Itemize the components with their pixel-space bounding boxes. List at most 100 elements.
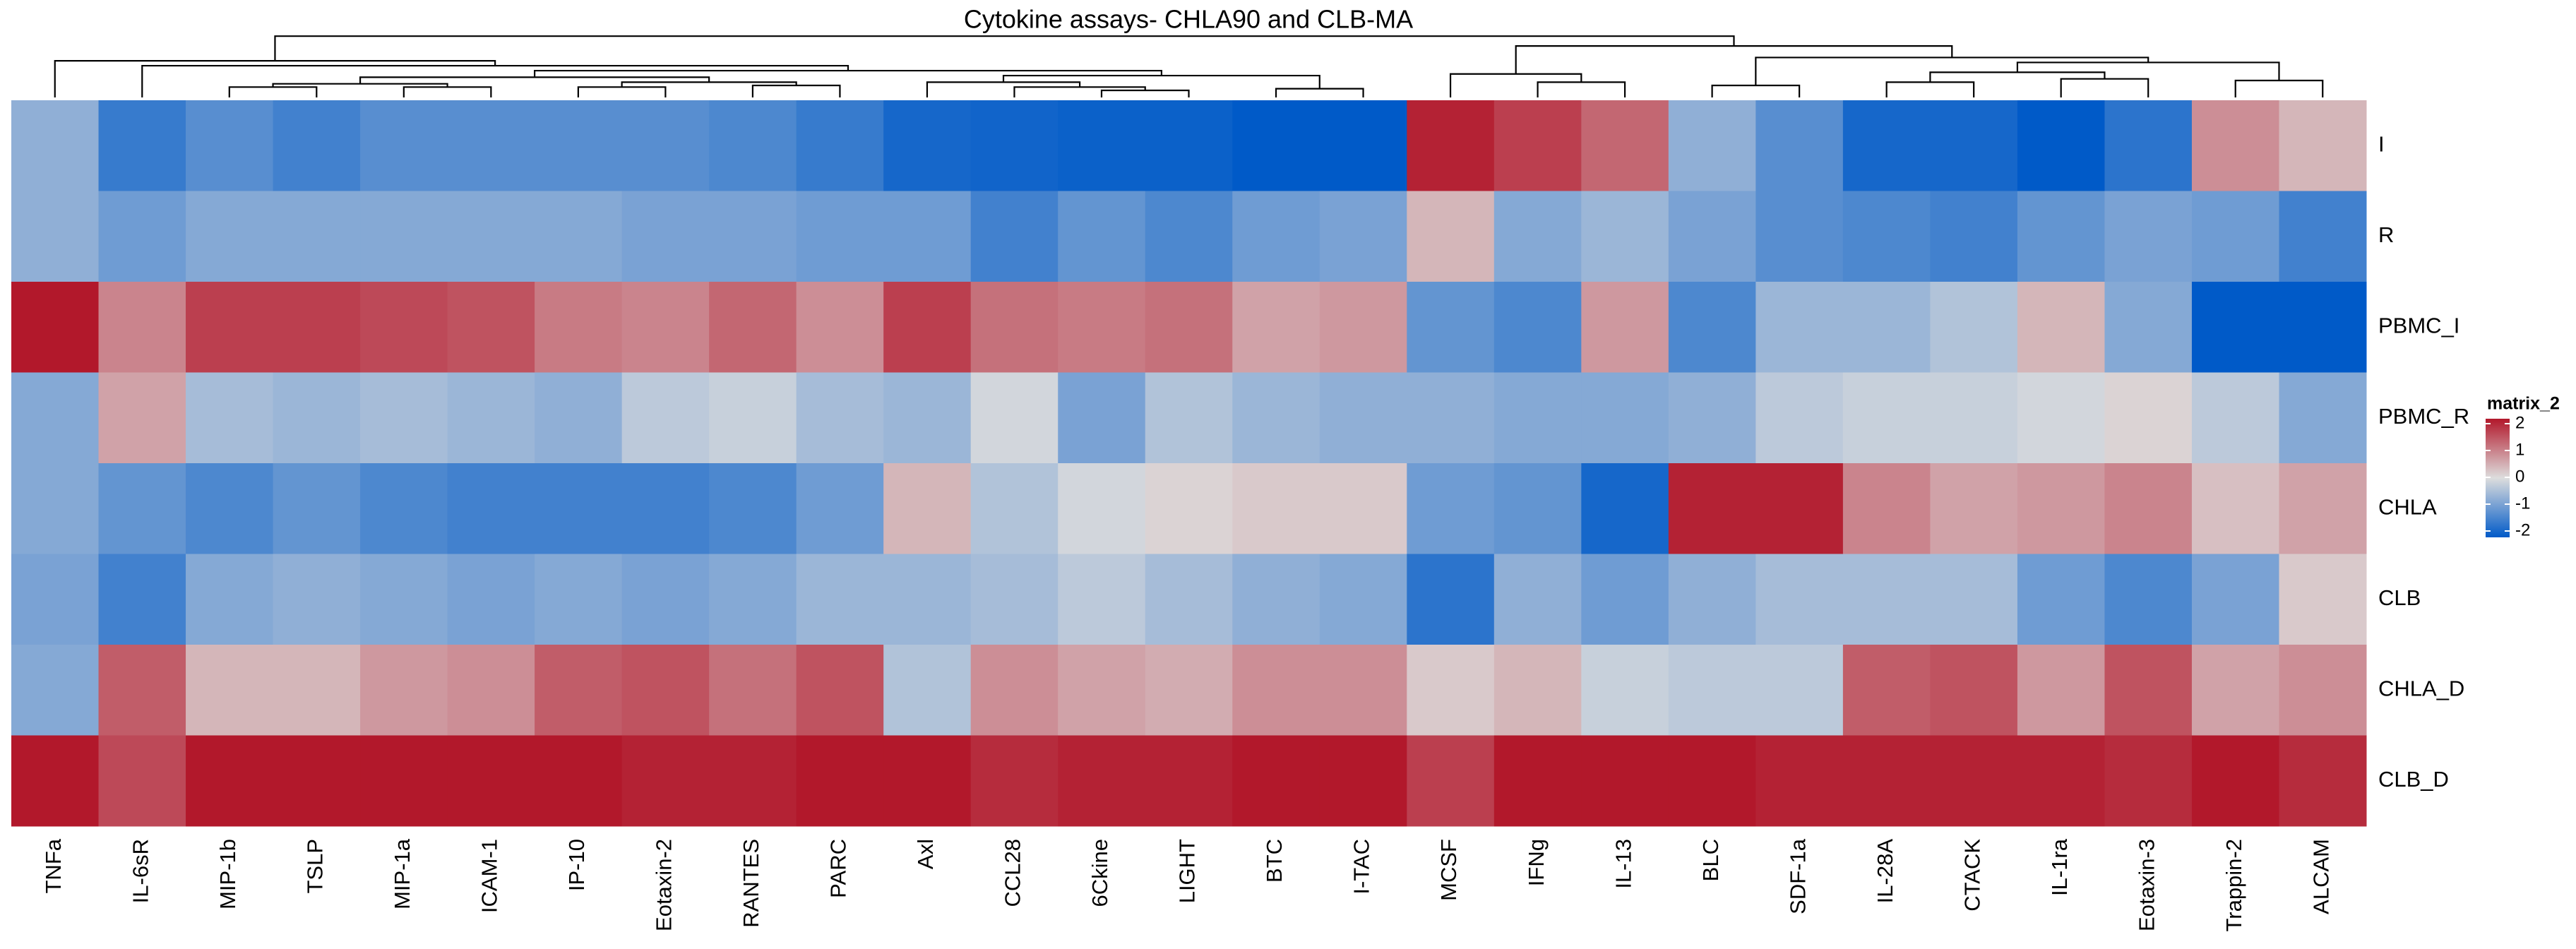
- heatmap-cell: [1930, 100, 2018, 191]
- heatmap-cell: [970, 463, 1059, 554]
- heatmap-cell: [186, 372, 274, 464]
- heatmap-cell: [970, 100, 1059, 191]
- row-label: PBMC_I: [2378, 313, 2459, 338]
- heatmap-cell: [1668, 645, 1756, 736]
- heatmap-cell: [2104, 463, 2193, 554]
- heatmap-cell: [273, 463, 361, 554]
- heatmap-cell: [1930, 554, 2018, 645]
- column-label: CCL28: [1001, 839, 1025, 907]
- heatmap-cell: [1145, 372, 1233, 464]
- heatmap-cell: [2104, 282, 2193, 373]
- column-label: Trappin-2: [2222, 839, 2246, 932]
- row-label: CHLA: [2378, 494, 2437, 519]
- column-label: LIGHT: [1175, 839, 1200, 903]
- heatmap-cell: [98, 554, 186, 645]
- heatmap-cell: [1145, 463, 1233, 554]
- heatmap-cell: [1581, 282, 1669, 373]
- heatmap-cell: [1755, 100, 1844, 191]
- heatmap-cell: [1755, 554, 1844, 645]
- legend-tick-label: 0: [2515, 467, 2524, 486]
- heatmap-cell: [1407, 372, 1495, 464]
- column-label: BTC: [1262, 839, 1287, 883]
- heatmap-cell: [186, 463, 274, 554]
- heatmap-cell: [709, 191, 797, 282]
- heatmap-cell: [2191, 100, 2279, 191]
- heatmap-cell: [1842, 554, 1931, 645]
- heatmap-cell: [1407, 554, 1495, 645]
- heatmap-cell: [1232, 645, 1320, 736]
- dendrogram-branch: [577, 86, 667, 97]
- heatmap-cell: [970, 735, 1059, 827]
- dendrogram-branch: [1515, 45, 1953, 74]
- row-label: CLB_D: [2378, 767, 2449, 792]
- heatmap-cell: [1493, 645, 1582, 736]
- heatmap-cell: [1493, 191, 1582, 282]
- heatmap-cell: [1930, 735, 2018, 827]
- heatmap-cell: [2104, 372, 2193, 464]
- heatmap-cell: [186, 735, 274, 827]
- heatmap-cell: [1755, 735, 1844, 827]
- heatmap-cell: [1145, 282, 1233, 373]
- heatmap-cell: [11, 463, 100, 554]
- heatmap-cell: [883, 372, 972, 464]
- heatmap-cell: [1407, 191, 1495, 282]
- heatmap-cell: [2191, 645, 2279, 736]
- heatmap-cell: [2017, 554, 2105, 645]
- column-label: CTACK: [1960, 839, 1984, 912]
- heatmap-cell: [1145, 554, 1233, 645]
- heatmap-cell: [1493, 463, 1582, 554]
- heatmap-cell: [1232, 282, 1320, 373]
- heatmap-cell: [535, 645, 623, 736]
- column-label: ALCAM: [2308, 839, 2333, 914]
- row-label: PBMC_R: [2378, 404, 2469, 429]
- column-label: 6Ckine: [1087, 839, 1112, 907]
- heatmap-cell: [1058, 191, 1146, 282]
- heatmap-cell: [1058, 645, 1146, 736]
- heatmap-cell: [883, 645, 972, 736]
- heatmap-cell: [621, 282, 710, 373]
- heatmap-cell: [360, 100, 448, 191]
- column-label: MIP-1a: [390, 838, 415, 909]
- heatmap-cell: [11, 554, 100, 645]
- heatmap-cell: [186, 554, 274, 645]
- heatmap-cell: [11, 191, 100, 282]
- heatmap-cell: [273, 735, 361, 827]
- heatmap-cell: [883, 463, 972, 554]
- heatmap-cell: [273, 372, 361, 464]
- dendrogram: [54, 35, 2324, 97]
- row-label: R: [2378, 222, 2394, 247]
- heatmap-cell: [11, 735, 100, 827]
- heatmap-cell: [1668, 282, 1756, 373]
- heatmap-cell: [1842, 191, 1931, 282]
- heatmap-cell: [2017, 372, 2105, 464]
- heatmap-cell: [447, 100, 535, 191]
- heatmap-cell: [1319, 554, 1407, 645]
- heatmap-cell: [2191, 372, 2279, 464]
- heatmap-cell: [11, 645, 100, 736]
- heatmap-cell: [1755, 372, 1844, 464]
- heatmap-cell: [447, 554, 535, 645]
- heatmap-cell: [1319, 735, 1407, 827]
- heatmap-cell: [98, 100, 186, 191]
- heatmap-cell: [447, 645, 535, 736]
- heatmap-cell: [709, 100, 797, 191]
- heatmap-cell: [273, 191, 361, 282]
- heatmap-cell: [535, 282, 623, 373]
- heatmap-cell: [1058, 372, 1146, 464]
- heatmap-cell: [1232, 100, 1320, 191]
- heatmap-cell: [1668, 372, 1756, 464]
- heatmap-cell: [447, 372, 535, 464]
- column-label: SDF-1a: [1785, 838, 1810, 914]
- heatmap-cell: [1581, 554, 1669, 645]
- heatmap-cell: [1581, 100, 1669, 191]
- heatmap-cell: [2104, 554, 2193, 645]
- heatmap-cell: [535, 554, 623, 645]
- heatmap-cell: [1493, 282, 1582, 373]
- dendrogram-branch: [2060, 78, 2149, 97]
- legend-title: matrix_2: [2487, 394, 2560, 414]
- heatmap-cell: [273, 554, 361, 645]
- heatmap-cell: [621, 645, 710, 736]
- heatmap-cell: [1581, 645, 1669, 736]
- column-label: TNFa: [41, 838, 66, 893]
